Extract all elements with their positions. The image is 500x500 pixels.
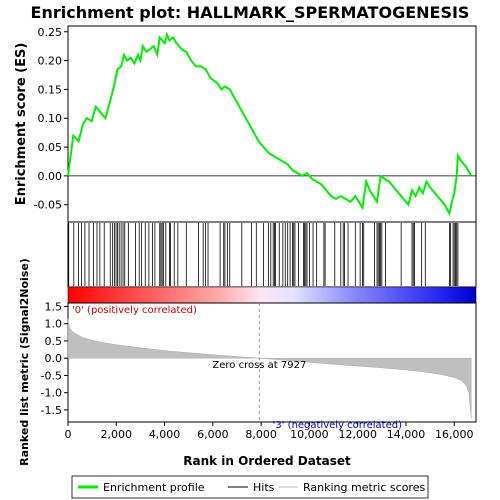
enrichment-profile-line bbox=[67, 31, 473, 217]
x-axis-label: Rank in Ordered Dataset bbox=[183, 454, 351, 468]
negative-correlation-label: '3' (negatively correlated) bbox=[273, 420, 402, 431]
xtick-label: 6,000 bbox=[197, 428, 229, 441]
top-ytick-label: 0.25 bbox=[38, 26, 63, 39]
top-ytick-label: 0.00 bbox=[38, 170, 63, 183]
xtick-label: 10,000 bbox=[290, 428, 329, 441]
rank-gradient bbox=[67, 286, 477, 304]
bottom-ytick-label: 0.0 bbox=[45, 352, 63, 365]
hits-panel bbox=[67, 221, 477, 288]
legend-metric-label: Ranking metric scores bbox=[303, 481, 425, 494]
top-ytick-label: 0.05 bbox=[38, 141, 63, 154]
top-ylabel: Enrichment score (ES) bbox=[14, 43, 29, 206]
rank-color-bar bbox=[67, 286, 477, 304]
hits-panel-frame bbox=[67, 221, 477, 288]
top-panel-frame bbox=[67, 25, 477, 223]
positive-correlation-label: '0' (positively correlated) bbox=[72, 305, 197, 316]
xtick-label: 14,000 bbox=[387, 428, 426, 441]
xtick-label: 16,000 bbox=[435, 428, 474, 441]
top-ytick-label: -0.05 bbox=[34, 199, 62, 212]
legend: Enrichment profile Hits Ranking metric s… bbox=[71, 475, 429, 499]
legend-hits-label: Hits bbox=[253, 481, 275, 494]
xtick-label: 12,000 bbox=[338, 428, 377, 441]
top-ytick-label: 0.20 bbox=[38, 55, 63, 68]
bottom-ytick-label: -0.5 bbox=[41, 369, 62, 382]
top-ytick-label: 0.15 bbox=[38, 83, 63, 96]
legend-box bbox=[71, 475, 429, 499]
xtick-label: 0 bbox=[65, 428, 72, 441]
bottom-ytick-label: 1.0 bbox=[45, 318, 63, 331]
chart-title: Enrichment plot: HALLMARK_SPERMATOGENESI… bbox=[31, 3, 470, 22]
bottom-ytick-label: -1.0 bbox=[41, 387, 62, 400]
top-ytick-label: 0.10 bbox=[38, 112, 63, 125]
xtick-label: 2,000 bbox=[101, 428, 133, 441]
xtick-label: 8,000 bbox=[245, 428, 277, 441]
ranked-metric-panel: -1.5 -1.0 -0.5 0.0 0.5 1.0 1.5 Zero cross at 7… bbox=[18, 258, 477, 468]
bottom-panel-frame bbox=[67, 302, 477, 423]
zero-cross-label: Zero cross at 7927 bbox=[212, 360, 306, 371]
bottom-ytick-label: -1.5 bbox=[41, 404, 62, 417]
bottom-ylabel: Ranked list metric (Signal2Noise) bbox=[18, 258, 31, 466]
xtick-label: 4,000 bbox=[149, 428, 181, 441]
legend-enrichment-label: Enrichment profile bbox=[103, 481, 205, 494]
enrichment-score-panel: -0.05 0.00 0.05 0.10 0.15 0.20 0.25 Enrichment… bbox=[14, 25, 477, 223]
bottom-ytick-label: 1.5 bbox=[45, 300, 63, 313]
bottom-ytick-label: 0.5 bbox=[45, 335, 63, 348]
ranking-metric-area bbox=[67, 318, 472, 419]
